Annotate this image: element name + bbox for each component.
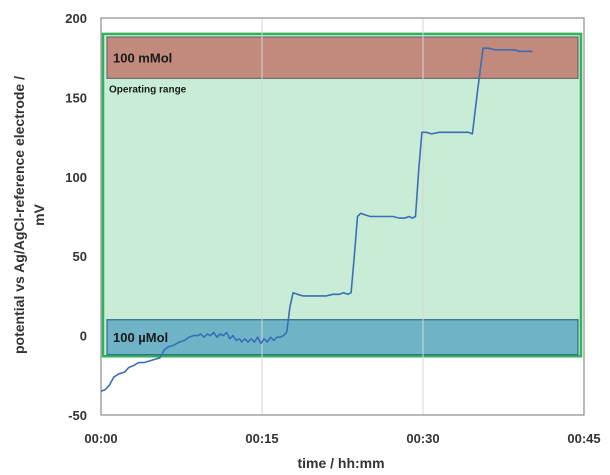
y-axis-title-line2: mV bbox=[31, 203, 47, 225]
y-axis-title-line1: potential vs Ag/AgCl-reference electrode… bbox=[11, 76, 27, 354]
y-tick-label: 150 bbox=[65, 90, 87, 105]
x-tick-label: 00:15 bbox=[245, 431, 278, 446]
x-tick-label: 00:45 bbox=[567, 431, 600, 446]
x-axis-title: time / hh:mm bbox=[297, 455, 384, 471]
operating-range-region bbox=[101, 32, 583, 358]
regions-layer bbox=[101, 32, 583, 358]
x-axis-ticks: 00:00 00:15 00:30 00:45 bbox=[84, 431, 600, 446]
y-tick-label: 50 bbox=[73, 249, 87, 264]
y-tick-label: 200 bbox=[65, 11, 87, 26]
y-tick-label: 100 bbox=[65, 170, 87, 185]
y-tick-label: 0 bbox=[80, 329, 87, 344]
plot-frame bbox=[100, 17, 585, 416]
operating-range-label: Operating range bbox=[109, 84, 187, 95]
potential-series-line bbox=[100, 47, 533, 392]
low-concentration-region bbox=[106, 319, 579, 356]
x-tick-label: 00:30 bbox=[406, 431, 439, 446]
high-concentration-region bbox=[106, 36, 579, 79]
region-label-layer: Operating range 100 mMol 100 µMol bbox=[109, 50, 187, 344]
y-tick-label: -50 bbox=[68, 408, 87, 423]
grid-layer bbox=[261, 18, 424, 415]
low-concentration-label: 100 µMol bbox=[113, 330, 168, 345]
line-layer bbox=[100, 47, 533, 392]
high-concentration-label: 100 mMol bbox=[113, 50, 172, 65]
x-tick-label: 00:00 bbox=[84, 431, 117, 446]
y-axis-ticks: -50 0 50 100 150 200 bbox=[65, 11, 87, 423]
